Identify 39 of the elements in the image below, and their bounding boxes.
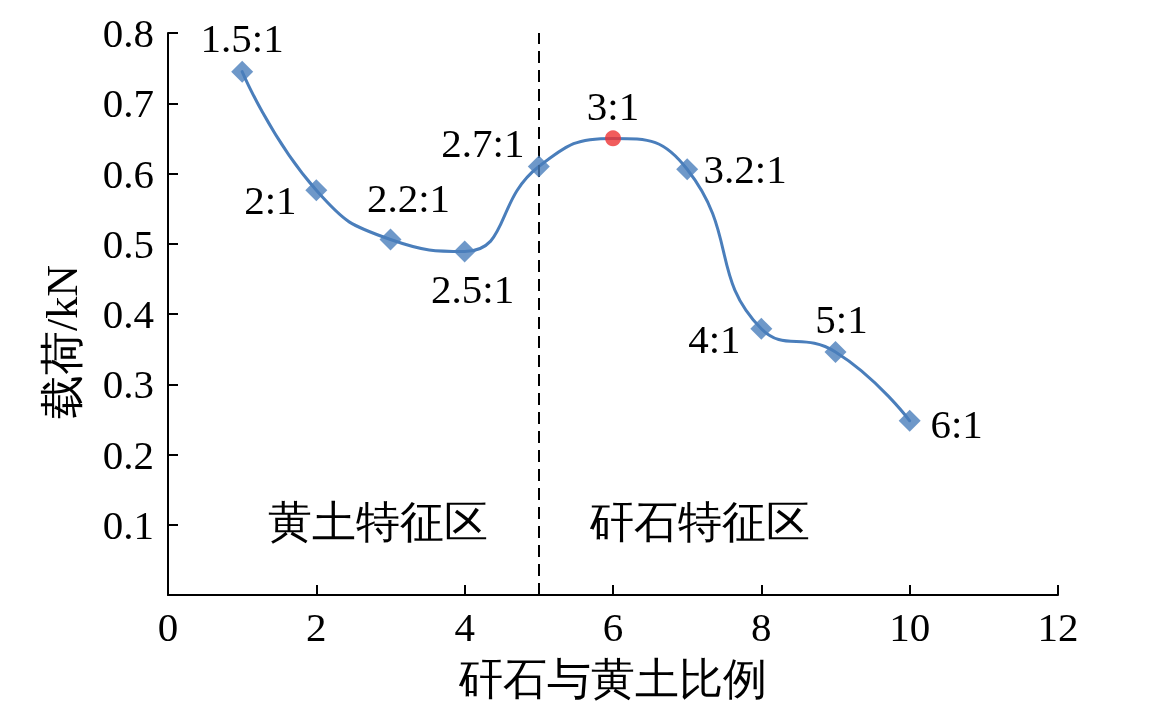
point <box>527 155 550 178</box>
point <box>231 60 254 83</box>
annotation: 2.5:1 <box>431 266 515 313</box>
annotation: 2.7:1 <box>441 120 525 167</box>
y-tick-label: 0.3 <box>102 361 154 408</box>
point <box>676 158 699 181</box>
annotation: 3.2:1 <box>703 146 787 193</box>
y-tick-label: 0.6 <box>102 150 154 197</box>
annotation: 1.5:1 <box>200 14 284 61</box>
x-axis-title: 矸石与黄土比例 <box>458 654 767 704</box>
point <box>750 317 773 340</box>
y-axis-title: 载荷/kN <box>37 265 87 419</box>
annotation: 4:1 <box>688 315 741 362</box>
point <box>898 409 921 432</box>
y-tick-label: 0.2 <box>102 431 154 478</box>
y-tick-label: 0.5 <box>102 220 154 267</box>
annotation: 3:1 <box>586 83 640 130</box>
point <box>605 130 621 147</box>
annotation: 6:1 <box>930 400 983 447</box>
annotation: 2.2:1 <box>366 174 451 221</box>
x-tick-label: 12 <box>1037 603 1079 650</box>
y-tick-label: 0.8 <box>102 10 154 56</box>
x-tick-label: 0 <box>157 603 179 650</box>
y-tick-label: 0.7 <box>102 80 154 127</box>
point <box>453 240 476 263</box>
x-tick-label: 2 <box>306 603 327 650</box>
point <box>824 340 847 363</box>
annotation: 5:1 <box>815 295 868 342</box>
point <box>379 228 402 251</box>
annotation: 黄土特征区 <box>267 497 488 547</box>
x-tick-label: 6 <box>602 603 624 650</box>
x-tick-label: 8 <box>751 603 772 650</box>
y-tick-label: 0.4 <box>102 291 154 337</box>
annotation: 矸石特征区 <box>588 497 810 547</box>
x-tick-label: 4 <box>454 603 475 650</box>
y-tick-label: 0.1 <box>102 501 154 548</box>
annotation: 2:1 <box>244 177 297 224</box>
point <box>305 179 328 202</box>
x-tick-label: 10 <box>889 603 931 650</box>
